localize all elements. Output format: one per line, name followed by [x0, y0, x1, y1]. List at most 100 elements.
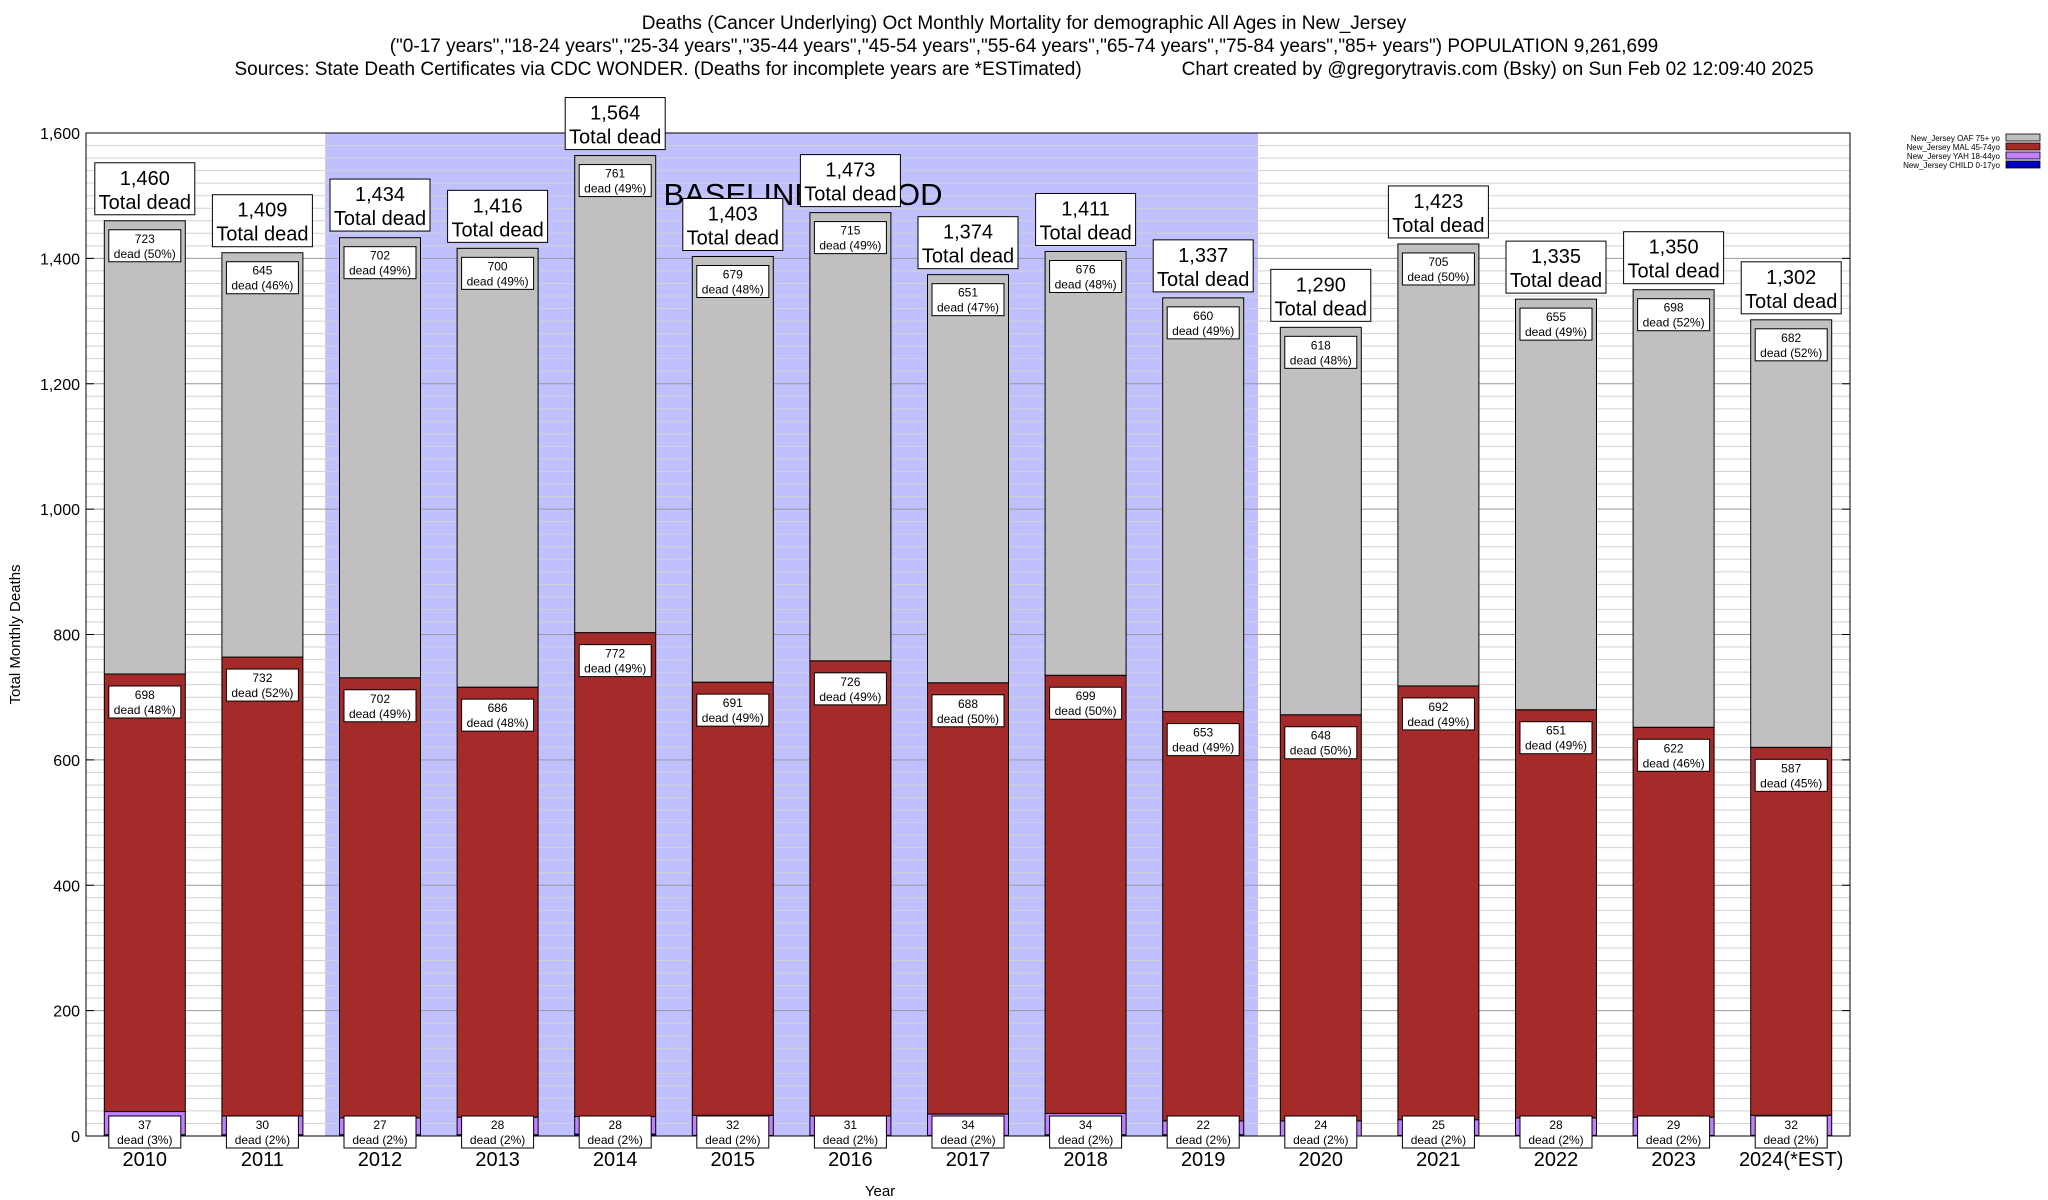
mal-label-percent: dead (50%) [1055, 704, 1117, 718]
total-label-box [1152, 239, 1254, 293]
mal-label-percent: dead (48%) [114, 703, 176, 717]
mal-label-box [1284, 726, 1358, 760]
x-tick-label: 2018 [1063, 1149, 1108, 1171]
bar-segment [809, 212, 892, 662]
total-label-suffix: Total dead [569, 127, 661, 149]
yah-label-percent: dead (2%) [823, 1133, 878, 1147]
x-tick-label: 2015 [711, 1149, 756, 1171]
bar-segment [1044, 250, 1127, 676]
oaf-label-value: 705 [1428, 255, 1448, 269]
y-tick-label: 1,000 [40, 502, 80, 519]
mal-label-box [696, 693, 770, 727]
oaf-label-percent: dead (50%) [1407, 270, 1469, 284]
oaf-label-value: 700 [488, 259, 508, 273]
oaf-label-percent: dead (52%) [1643, 316, 1705, 330]
total-label-value: 1,290 [1296, 274, 1346, 296]
mal-label-value: 587 [1781, 761, 1801, 775]
chart-title: Deaths (Cancer Underlying) Oct Monthly M… [641, 13, 1407, 34]
total-label-box [447, 189, 549, 243]
legend-swatch [2005, 142, 2041, 151]
bar-segment [1632, 289, 1715, 728]
mal-label-box [461, 698, 535, 732]
total-label-value: 1,411 [1061, 198, 1110, 220]
oaf-label-percent: dead (49%) [584, 182, 646, 196]
bar-segment [1632, 726, 1715, 1118]
yah-label-box [1754, 1115, 1828, 1149]
chart-subtitle: ("0-17 years","18-24 years","25-34 years… [389, 36, 1659, 57]
total-label-suffix: Total dead [687, 227, 779, 249]
total-label-box [1623, 231, 1725, 285]
y-tick-label: 1,200 [40, 377, 80, 394]
legend-label: New_Jersey CHILD 0-17yo [1903, 161, 2000, 170]
bar-segment [1162, 711, 1245, 1122]
total-label-box [211, 194, 313, 248]
total-label-value: 1,302 [1766, 267, 1816, 289]
yah-label-value: 28 [609, 1118, 623, 1132]
oaf-label-value: 698 [1664, 301, 1684, 315]
bar-segment [103, 673, 186, 1113]
total-label-value: 1,374 [943, 222, 993, 244]
bar-segment [1279, 714, 1362, 1122]
y-tick-label: 1,400 [40, 251, 80, 268]
yah-label-value: 30 [256, 1118, 270, 1132]
mal-label-box [343, 689, 417, 723]
yah-label-value: 32 [726, 1118, 740, 1132]
mal-label-box [578, 644, 652, 678]
legend-label: New_Jersey MAL 45-74yo [1906, 143, 2000, 152]
oaf-label-percent: dead (49%) [819, 239, 881, 253]
oaf-label-box [461, 256, 535, 290]
mal-label-value: 772 [605, 647, 625, 661]
yah-label-value: 24 [1314, 1118, 1328, 1132]
mal-label-value: 692 [1428, 700, 1448, 714]
x-tick-label: 2016 [828, 1149, 873, 1171]
oaf-label-percent: dead (48%) [1055, 277, 1117, 291]
legend-swatch [2005, 160, 2041, 169]
bar-segment [574, 155, 657, 634]
bar-segment [1397, 685, 1480, 1121]
total-label-box [94, 162, 196, 216]
yah-label-box [813, 1115, 887, 1149]
oaf-label-percent: dead (49%) [349, 264, 411, 278]
oaf-label-box [1754, 328, 1828, 362]
bar-segment [1162, 297, 1245, 713]
yah-label-value: 25 [1432, 1118, 1446, 1132]
yah-label-percent: dead (2%) [1528, 1133, 1583, 1147]
yah-label-value: 31 [844, 1118, 858, 1132]
x-tick-label: 2019 [1181, 1149, 1226, 1171]
yah-label-box [1519, 1115, 1593, 1149]
mal-label-percent: dead (52%) [231, 686, 293, 700]
mal-label-box [1754, 758, 1828, 792]
mal-label-percent: dead (45%) [1760, 776, 1822, 790]
yah-label-percent: dead (2%) [1293, 1133, 1348, 1147]
chart-titles: Deaths (Cancer Underlying) Oct Monthly M… [0, 12, 2048, 81]
total-label-value: 1,460 [120, 168, 170, 190]
sources-line: Sources: State Death Certificates via CD… [0, 58, 2048, 81]
mal-label-value: 651 [1546, 724, 1566, 738]
mal-label-value: 699 [1076, 689, 1096, 703]
oaf-label-percent: dead (52%) [1760, 346, 1822, 360]
mal-label-value: 686 [488, 701, 508, 715]
yah-label-percent: dead (2%) [1764, 1133, 1819, 1147]
oaf-label-value: 679 [723, 267, 743, 281]
oaf-label-box [696, 264, 770, 298]
bar-segment [339, 677, 421, 1119]
bar-segment [1279, 326, 1362, 716]
x-tick-label: 2010 [123, 1149, 168, 1171]
yah-label-value: 28 [1549, 1118, 1563, 1132]
sources-text: Sources: State Death Certificates via CD… [234, 59, 1082, 80]
total-label-suffix: Total dead [1510, 270, 1602, 292]
yah-label-percent: dead (3%) [117, 1133, 172, 1147]
mal-label-value: 648 [1311, 729, 1331, 743]
oaf-label-box [931, 283, 1005, 317]
bar-segment [1750, 319, 1833, 748]
total-label-box [682, 197, 784, 251]
yah-label-box [1049, 1115, 1123, 1149]
legend-label: New_Jersey YAH 18-44yo [1907, 152, 2001, 161]
oaf-label-value: 682 [1781, 331, 1801, 345]
mal-label-value: 622 [1664, 741, 1684, 755]
yah-label-box [1284, 1115, 1358, 1149]
bar-segment [574, 632, 657, 1118]
oaf-label-box [1049, 259, 1123, 293]
legend-swatch [2005, 133, 2041, 142]
total-label-suffix: Total dead [1745, 291, 1837, 313]
